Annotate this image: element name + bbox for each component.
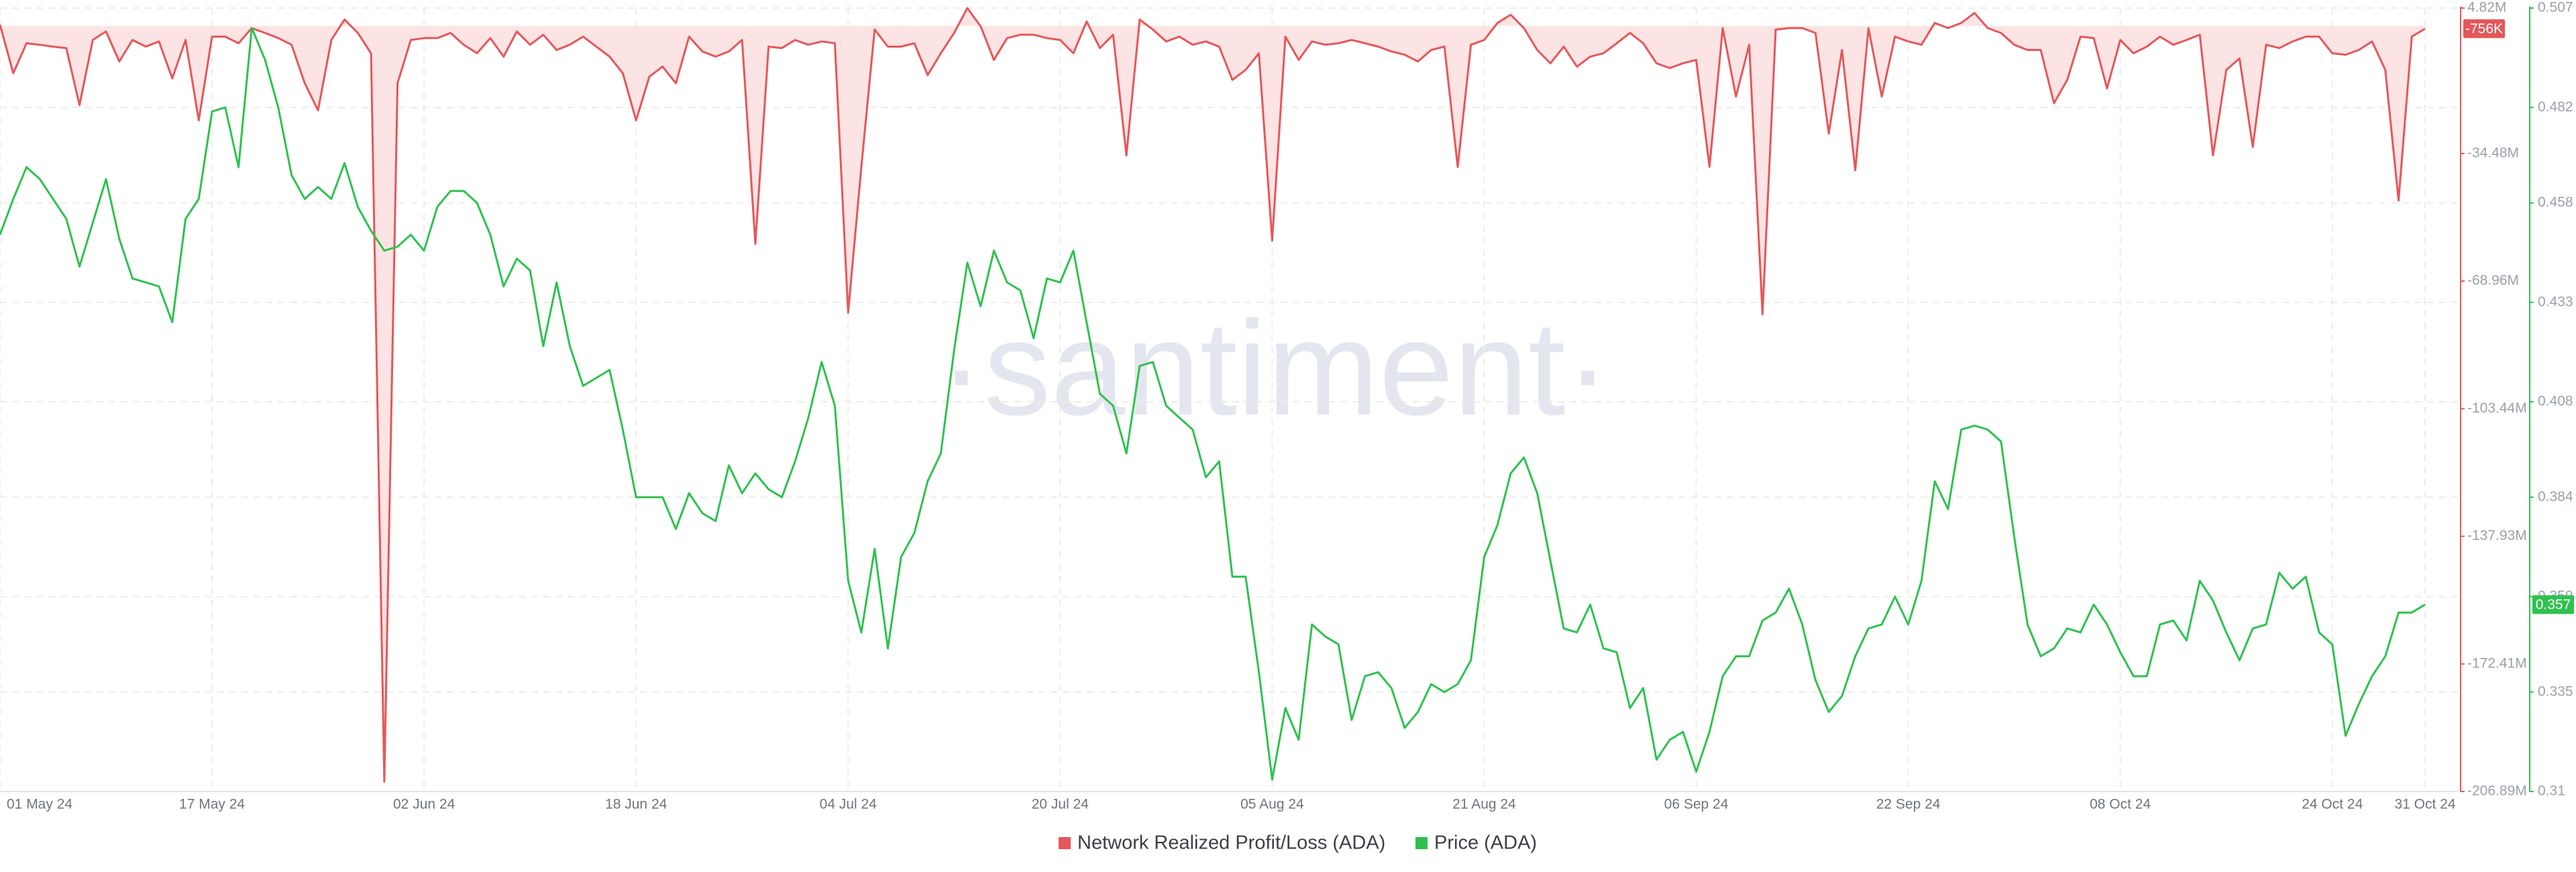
- x-tick-label: 20 Jul 24: [1032, 797, 1089, 812]
- legend-label: Network Realized Profit/Loss (ADA): [1077, 832, 1385, 854]
- x-tick-label: 18 Jun 24: [605, 797, 667, 812]
- y2-tick-label: 0.433: [2538, 294, 2573, 309]
- y-tick-label: -206.89M: [2467, 783, 2527, 799]
- y2-tick-label: 0.384: [2538, 489, 2573, 504]
- y2-tick-label: 0.482: [2538, 99, 2573, 115]
- legend-swatch: [1415, 837, 1428, 849]
- y-tick-label: 4.82M: [2467, 0, 2506, 15]
- last-value-label: -756K: [2465, 21, 2503, 36]
- legend-swatch: [1059, 837, 1071, 849]
- line: [0, 7, 2426, 783]
- legend-label: Price (ADA): [1434, 832, 1537, 854]
- x-tick-label: 21 Aug 24: [1452, 797, 1516, 812]
- x-tick-label: 08 Oct 24: [2090, 797, 2151, 812]
- x-tick-label: 31 Oct 24: [2394, 797, 2455, 812]
- x-tick-label: 22 Sep 24: [1876, 797, 1941, 812]
- y2-tick-label: 0.31: [2538, 783, 2565, 799]
- x-tick-label: 04 Jul 24: [820, 797, 877, 812]
- y-tick-label: -68.96M: [2467, 273, 2519, 288]
- y-tick-label: -103.44M: [2467, 400, 2527, 416]
- y2-tick-label: 0.507: [2538, 0, 2573, 15]
- x-tick-label: 06 Sep 24: [1664, 797, 1729, 812]
- last-value-label: 0.357: [2536, 597, 2571, 612]
- y2-tick-label: 0.458: [2538, 195, 2573, 210]
- x-tick-label: 24 Oct 24: [2302, 797, 2363, 812]
- x-tick-label: 02 Jun 24: [393, 797, 455, 812]
- x-tick-label: 05 Aug 24: [1240, 797, 1304, 812]
- last-value-tag: [2463, 19, 2505, 38]
- y-tick-label: -172.41M: [2467, 655, 2527, 671]
- line: [0, 27, 2426, 781]
- x-tick-label: 01 May 24: [7, 797, 72, 812]
- x-tick-label: 17 May 24: [179, 797, 245, 812]
- y-tick-label: -34.48M: [2467, 145, 2519, 160]
- y2-tick-label: 0.335: [2538, 684, 2573, 699]
- watermark: ·santiment·: [939, 294, 1610, 443]
- y2-tick-label: 0.408: [2538, 394, 2573, 409]
- y-tick-label: -137.93M: [2467, 528, 2527, 543]
- last-value-tag: [2532, 595, 2574, 614]
